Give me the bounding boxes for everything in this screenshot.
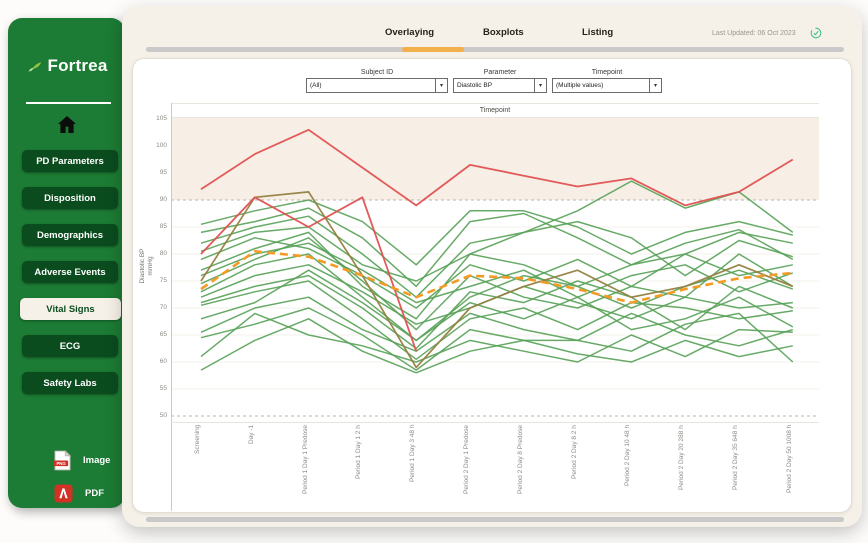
series-line-red-subject-2 bbox=[200, 196, 418, 352]
x-axis-label: Period 2 Day 20 288 h bbox=[678, 425, 686, 490]
series-line-green-07 bbox=[200, 242, 794, 304]
y-axis-tick: 65 bbox=[159, 331, 167, 338]
tab-overlaying[interactable]: Overlaying bbox=[385, 27, 435, 38]
sidebar-divider bbox=[26, 102, 111, 104]
y-axis-tick: 70 bbox=[159, 304, 167, 311]
series-line-red-subject-1 bbox=[200, 128, 794, 207]
y-axis-tick: 105 bbox=[156, 115, 167, 122]
png-file-icon: PNG bbox=[54, 450, 71, 471]
tab-boxplots[interactable]: Boxplots bbox=[483, 27, 524, 38]
series-line-green-08 bbox=[200, 237, 794, 331]
fortrea-logo: Fortrea bbox=[8, 56, 125, 76]
x-axis-label: Period 2 Day 35 648 h bbox=[732, 425, 739, 490]
sidebar: Fortrea PD Parameters Disposition Demogr… bbox=[8, 18, 125, 508]
pdf-file-icon bbox=[54, 484, 73, 503]
series-line-green-09 bbox=[200, 253, 794, 342]
series-line-green-03 bbox=[200, 215, 794, 298]
y-axis-title: Diastolic BP mmHg bbox=[139, 226, 155, 306]
home-button[interactable] bbox=[8, 113, 125, 137]
y-axis-tick: 80 bbox=[159, 250, 167, 257]
series-line-green-06 bbox=[200, 180, 794, 320]
y-axis-tick: 50 bbox=[159, 412, 167, 419]
series-line-green-14 bbox=[200, 296, 794, 352]
subject-id-select[interactable]: (All) ▾ bbox=[306, 78, 448, 93]
y-axis-title-line1: Diastolic BP bbox=[139, 248, 146, 284]
filter-timepoint: Timepoint (Multiple values) ▾ bbox=[552, 69, 662, 93]
chart-panel: Subject ID (All) ▾ Parameter Diastolic B… bbox=[132, 58, 852, 513]
x-axis-label: Period 1 Day 3 48 h bbox=[409, 425, 417, 483]
chevron-down-icon: ▾ bbox=[534, 79, 546, 92]
bottom-scroll-track[interactable] bbox=[146, 517, 844, 522]
sidebar-item-pd-parameters[interactable]: PD Parameters bbox=[22, 150, 118, 172]
last-updated-text: Last Updated: 06 Oct 2023 bbox=[712, 30, 796, 37]
series-line-green-01 bbox=[200, 199, 793, 266]
export-pdf-label: PDF bbox=[85, 488, 104, 499]
export-pdf-button[interactable]: PDF bbox=[54, 484, 104, 503]
y-axis-tick: 60 bbox=[159, 358, 167, 365]
series-line-green-02 bbox=[200, 207, 793, 288]
series-line-green-05 bbox=[200, 237, 793, 309]
sidebar-item-vital-signs[interactable]: Vital Signs bbox=[20, 298, 121, 320]
top-scroll-track[interactable] bbox=[146, 47, 844, 52]
filter-label-timepoint: Timepoint bbox=[591, 69, 623, 76]
x-axis-label: Period 2 Day 50 1008 h bbox=[785, 425, 793, 494]
series-line-green-17 bbox=[200, 318, 793, 374]
sidebar-item-demographics[interactable]: Demographics bbox=[22, 224, 118, 246]
series-line-green-12 bbox=[200, 280, 793, 361]
filter-subject-id: Subject ID (All) ▾ bbox=[306, 69, 448, 93]
chevron-down-icon: ▾ bbox=[649, 79, 661, 92]
sidebar-item-safety-labs[interactable]: Safety Labs bbox=[22, 372, 118, 394]
y-axis-tick: 100 bbox=[156, 142, 167, 149]
parameter-select[interactable]: Diastolic BP ▾ bbox=[453, 78, 547, 93]
series-line-green-11 bbox=[200, 274, 794, 350]
sidebar-item-disposition[interactable]: Disposition bbox=[22, 187, 118, 209]
home-icon bbox=[57, 116, 76, 133]
fortrea-leaf-icon bbox=[28, 61, 41, 72]
reference-band bbox=[171, 118, 819, 200]
y-axis-tick: 85 bbox=[159, 223, 167, 230]
chevron-down-icon: ▾ bbox=[435, 79, 447, 92]
tab-listing[interactable]: Listing bbox=[582, 27, 614, 38]
x-axis-label: Period 2 Day 8 2 h bbox=[570, 425, 578, 479]
x-axis-label: Screening bbox=[194, 425, 201, 455]
series-line-green-04 bbox=[200, 226, 794, 288]
series-line-green-16 bbox=[200, 312, 793, 363]
y-axis-title-line2: mmHg bbox=[147, 256, 154, 276]
y-axis-tick: 90 bbox=[159, 196, 167, 203]
sidebar-item-adverse-events[interactable]: Adverse Events bbox=[22, 261, 118, 283]
x-axis-label: Period 1 Day 1 Predose bbox=[301, 425, 309, 495]
x-axis-label: Period 2 Day 10 48 h bbox=[624, 425, 632, 487]
series-line-olive-subject bbox=[200, 191, 794, 369]
active-tab-indicator bbox=[402, 47, 464, 52]
series-line-green-13 bbox=[200, 269, 794, 342]
filter-label-parameter: Parameter bbox=[483, 69, 517, 76]
logo-text: Fortrea bbox=[47, 56, 108, 75]
y-axis-tick: 95 bbox=[159, 169, 167, 176]
check-refresh-icon bbox=[810, 27, 822, 39]
export-image-label: Image bbox=[83, 455, 111, 466]
x-axis-label: Day -1 bbox=[247, 425, 255, 445]
x-axis-label: Period 1 Day 1 2 h bbox=[355, 425, 363, 479]
export-image-button[interactable]: PNG Image bbox=[54, 450, 110, 471]
filter-parameter: Parameter Diastolic BP ▾ bbox=[453, 69, 547, 93]
refresh-button[interactable] bbox=[810, 26, 822, 44]
svg-text:PNG: PNG bbox=[56, 461, 66, 466]
timepoint-select[interactable]: (Multiple values) ▾ bbox=[552, 78, 662, 93]
x-axis-label: Period 2 Day 1 Predose bbox=[463, 425, 470, 495]
series-line-green-15 bbox=[200, 307, 794, 371]
chart-column-header: Timepoint bbox=[171, 103, 819, 118]
x-axis-label: Period 2 Day 8 Predose bbox=[516, 425, 524, 495]
y-axis-tick: 75 bbox=[159, 277, 167, 284]
series-line-mean bbox=[200, 250, 793, 304]
sidebar-item-ecg[interactable]: ECG bbox=[22, 335, 118, 357]
y-axis-tick: 55 bbox=[159, 385, 167, 392]
series-line-green-10 bbox=[200, 264, 793, 325]
dashboard-card: Overlaying Boxplots Listing Last Updated… bbox=[122, 6, 862, 527]
filter-label-subject-id: Subject ID bbox=[360, 69, 394, 76]
